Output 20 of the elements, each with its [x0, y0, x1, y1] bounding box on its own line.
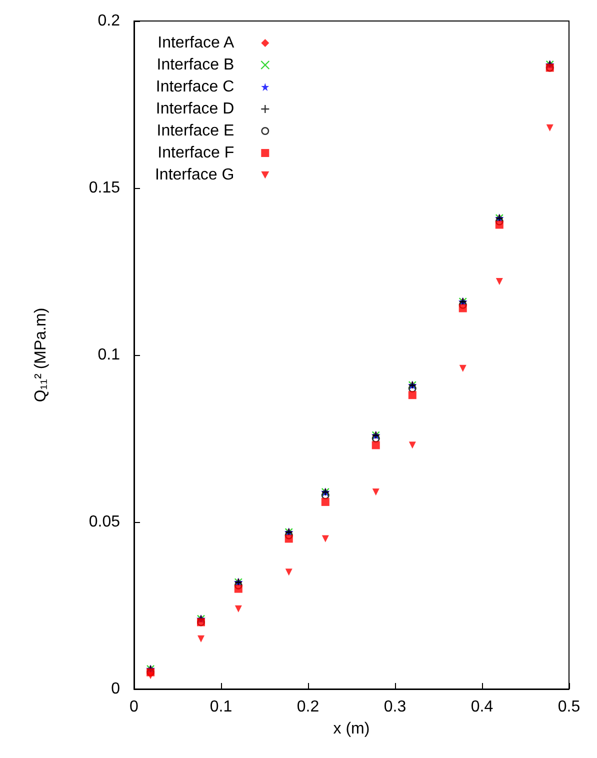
- legend-label: Interface D: [156, 100, 234, 118]
- y-tick-label: 0.1: [98, 346, 120, 364]
- x-tick-label: 0.2: [296, 698, 320, 716]
- y-tick-label: 0.15: [88, 180, 120, 196]
- y-tick-label: 0: [111, 680, 120, 698]
- x-tick-label: 0.5: [558, 698, 580, 716]
- legend-label: Interface G: [154, 166, 234, 184]
- x-tick-label: 0.1: [210, 698, 232, 716]
- legend-label: Interface F: [158, 144, 234, 162]
- legend-label: Interface A: [158, 34, 234, 52]
- y-axis-title: Q₁₁² (MPa.m): [32, 308, 50, 402]
- x-tick-label: 0: [130, 698, 139, 716]
- legend-label: Interface B: [156, 56, 234, 74]
- y-tick-label: 0.05: [88, 514, 120, 530]
- y-tick-label: 0.2: [98, 12, 120, 30]
- x-tick-label: 0.3: [384, 698, 406, 716]
- legend-label: Interface E: [156, 122, 234, 140]
- legend-label: Interface C: [156, 78, 234, 96]
- x-axis-title: x (m): [333, 720, 370, 738]
- x-tick-label: 0.4: [470, 698, 494, 716]
